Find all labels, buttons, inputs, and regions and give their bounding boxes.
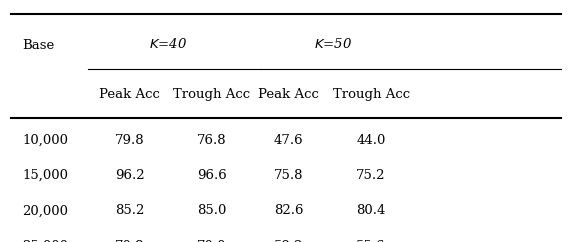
Text: 96.2: 96.2 [115, 169, 144, 182]
Text: 25,000: 25,000 [22, 240, 69, 242]
Text: Peak Acc: Peak Acc [259, 88, 319, 101]
Text: 82.6: 82.6 [274, 204, 304, 217]
Text: 76.8: 76.8 [197, 134, 227, 147]
Text: 55.6: 55.6 [356, 240, 386, 242]
Text: 70.0: 70.0 [197, 240, 227, 242]
Text: 44.0: 44.0 [356, 134, 386, 147]
Text: 15,000: 15,000 [22, 169, 69, 182]
Text: 85.0: 85.0 [197, 204, 227, 217]
Text: 80.4: 80.4 [356, 204, 386, 217]
Text: $K$=50: $K$=50 [313, 37, 352, 51]
Text: 96.6: 96.6 [197, 169, 227, 182]
Text: $K$=40: $K$=40 [149, 37, 187, 51]
Text: Peak Acc: Peak Acc [99, 88, 160, 101]
Text: 59.2: 59.2 [274, 240, 304, 242]
Text: 75.2: 75.2 [356, 169, 386, 182]
Text: 20,000: 20,000 [22, 204, 69, 217]
Text: 85.2: 85.2 [115, 204, 144, 217]
Text: 10,000: 10,000 [22, 134, 69, 147]
Text: 75.8: 75.8 [274, 169, 304, 182]
Text: Base: Base [22, 39, 55, 53]
Text: 47.6: 47.6 [274, 134, 304, 147]
Text: Trough Acc: Trough Acc [173, 88, 251, 101]
Text: Trough Acc: Trough Acc [332, 88, 410, 101]
Text: 70.8: 70.8 [115, 240, 144, 242]
Text: 79.8: 79.8 [115, 134, 144, 147]
